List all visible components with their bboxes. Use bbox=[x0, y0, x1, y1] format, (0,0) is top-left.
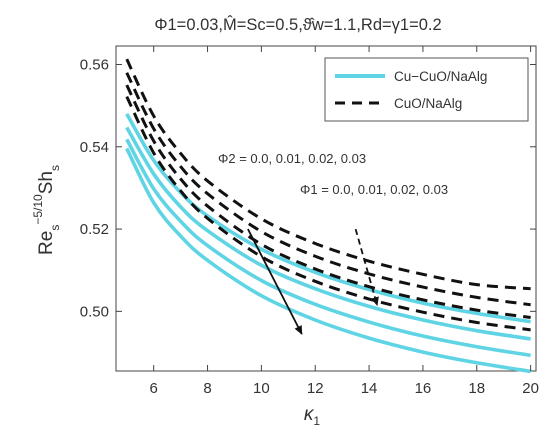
annotation-arrow-2 bbox=[354, 228, 379, 307]
y-tick-label: 0.54 bbox=[80, 139, 109, 156]
arrow-layer bbox=[247, 228, 379, 335]
legend-label-cuo: CuO/NaAlg bbox=[394, 96, 462, 111]
series-line-cu-cuo-3 bbox=[125, 138, 531, 358]
tick-layer: 6 8 10 12 14 16 18 20 0.50 0.52 0.54 0.56 bbox=[80, 46, 539, 397]
series-line-cuo-4 bbox=[125, 95, 531, 332]
series-line-cuo-3 bbox=[125, 84, 531, 320]
y-tick-label: 0.50 bbox=[80, 303, 109, 320]
legend: Cu−CuO/NaAlg CuO/NaAlg bbox=[324, 57, 529, 122]
y-tick-label: 0.56 bbox=[80, 57, 109, 74]
y-axis-title: Res−5/10Shs bbox=[31, 165, 62, 255]
legend-label-cu-cuo: Cu−CuO/NaAlg bbox=[394, 69, 487, 84]
series-layer bbox=[125, 58, 531, 374]
x-tick-label: 10 bbox=[253, 380, 270, 397]
series-line-cu-cuo-1 bbox=[125, 112, 531, 324]
x-tick-label: 18 bbox=[468, 380, 485, 397]
x-tick-label: 14 bbox=[361, 380, 378, 397]
series-line-cuo-2 bbox=[125, 72, 531, 307]
annotation-arrow-1 bbox=[247, 228, 303, 335]
x-tick-label: 8 bbox=[203, 380, 211, 397]
x-axis-title: κ1 bbox=[304, 404, 321, 428]
x-tick-label: 12 bbox=[307, 380, 324, 397]
svg-text:Res−5/10Shs: Res−5/10Shs bbox=[31, 165, 62, 255]
x-tick-label: 6 bbox=[150, 380, 158, 397]
series-line-cu-cuo-2 bbox=[125, 126, 531, 341]
annotation-phi1: Φ1 = 0.0, 0.01, 0.02, 0.03 bbox=[300, 182, 448, 197]
series-line-cuo-1 bbox=[125, 58, 531, 291]
plot-frame bbox=[115, 45, 537, 372]
chart-title: Φ1=0.03,M̂=Sc=0.5,ϑ̂w=1.1,Rd=γ1=0.2 bbox=[154, 14, 441, 34]
y-tick-label: 0.52 bbox=[80, 221, 109, 238]
annotation-phi2: Φ2 = 0.0, 0.01, 0.02, 0.03 bbox=[218, 151, 366, 166]
x-tick-label: 16 bbox=[415, 380, 432, 397]
series-line-cu-cuo-4 bbox=[125, 147, 531, 374]
x-tick-label: 20 bbox=[522, 380, 539, 397]
legend-box bbox=[324, 57, 529, 122]
